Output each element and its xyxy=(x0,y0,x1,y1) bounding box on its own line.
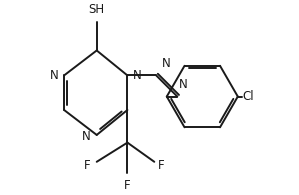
Text: F: F xyxy=(158,159,165,172)
Text: N: N xyxy=(179,78,188,91)
Text: N: N xyxy=(50,69,58,82)
Text: F: F xyxy=(124,179,131,192)
Text: F: F xyxy=(84,159,91,172)
Text: N: N xyxy=(162,57,171,70)
Text: SH: SH xyxy=(89,3,105,16)
Text: N: N xyxy=(133,69,142,82)
Text: N: N xyxy=(82,130,91,143)
Text: Cl: Cl xyxy=(242,90,254,103)
